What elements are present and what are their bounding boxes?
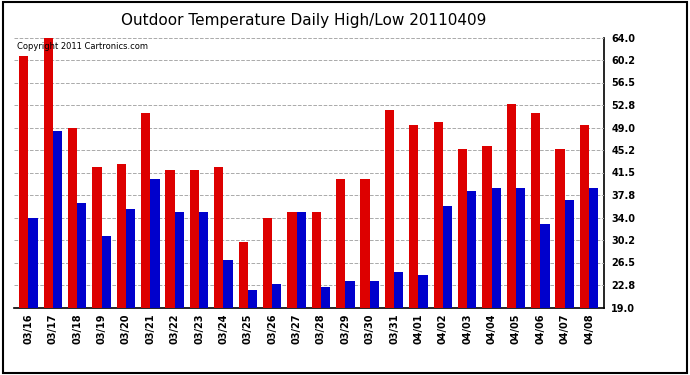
Bar: [467, 190, 477, 308]
Bar: [263, 217, 273, 308]
Bar: [506, 104, 516, 308]
Bar: [19, 56, 28, 308]
Bar: [214, 166, 224, 308]
Bar: [68, 128, 77, 308]
Bar: [418, 274, 428, 308]
Bar: [482, 146, 491, 308]
Bar: [394, 272, 404, 308]
Bar: [92, 166, 101, 308]
Text: Copyright 2011 Cartronics.com: Copyright 2011 Cartronics.com: [17, 42, 148, 51]
Bar: [126, 209, 135, 308]
Bar: [53, 130, 62, 308]
Bar: [321, 286, 331, 308]
Bar: [564, 200, 574, 308]
Bar: [101, 236, 111, 308]
Bar: [589, 188, 598, 308]
Bar: [273, 284, 282, 308]
Bar: [443, 206, 452, 308]
Bar: [117, 164, 126, 308]
Bar: [580, 124, 589, 308]
Bar: [239, 242, 248, 308]
Bar: [166, 170, 175, 308]
Bar: [43, 38, 53, 308]
Bar: [150, 178, 159, 308]
Text: Outdoor Temperature Daily High/Low 20110409: Outdoor Temperature Daily High/Low 20110…: [121, 13, 486, 28]
Bar: [385, 110, 394, 308]
Bar: [312, 211, 321, 308]
Bar: [540, 224, 550, 308]
Bar: [516, 188, 525, 308]
Bar: [141, 112, 150, 308]
Bar: [336, 178, 345, 308]
Bar: [531, 112, 540, 308]
Bar: [297, 211, 306, 308]
Bar: [199, 211, 208, 308]
Bar: [28, 217, 38, 308]
Bar: [370, 280, 379, 308]
Bar: [409, 124, 418, 308]
Bar: [491, 188, 501, 308]
Bar: [345, 280, 355, 308]
Bar: [190, 170, 199, 308]
Bar: [77, 202, 86, 308]
Bar: [287, 211, 297, 308]
Bar: [433, 122, 443, 308]
Bar: [224, 260, 233, 308]
Bar: [360, 178, 370, 308]
Bar: [248, 290, 257, 308]
Bar: [175, 211, 184, 308]
Bar: [458, 148, 467, 308]
Bar: [555, 148, 564, 308]
